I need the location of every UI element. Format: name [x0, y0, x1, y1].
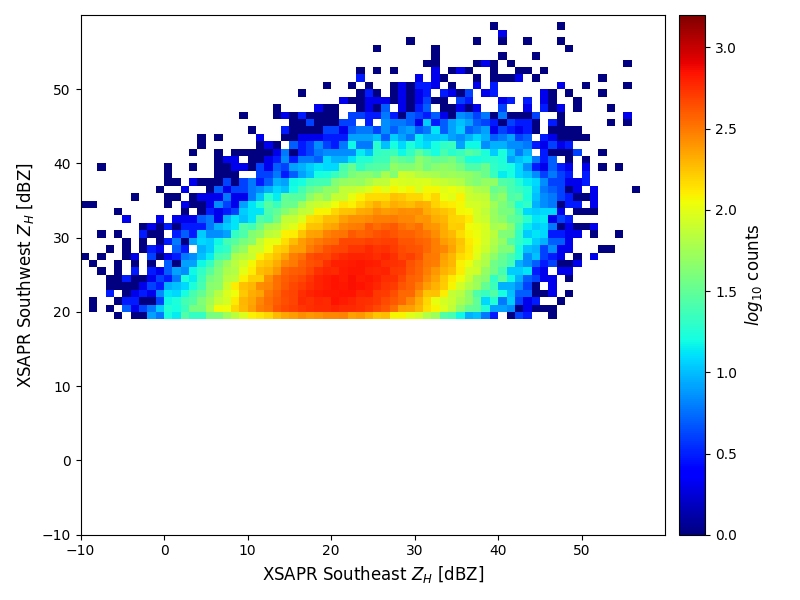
Y-axis label: $log_{10}$ counts: $log_{10}$ counts: [742, 224, 765, 326]
X-axis label: XSAPR Southeast $Z_H$ [dBZ]: XSAPR Southeast $Z_H$ [dBZ]: [262, 564, 484, 585]
Y-axis label: XSAPR Southwest $Z_H$ [dBZ]: XSAPR Southwest $Z_H$ [dBZ]: [15, 162, 36, 388]
